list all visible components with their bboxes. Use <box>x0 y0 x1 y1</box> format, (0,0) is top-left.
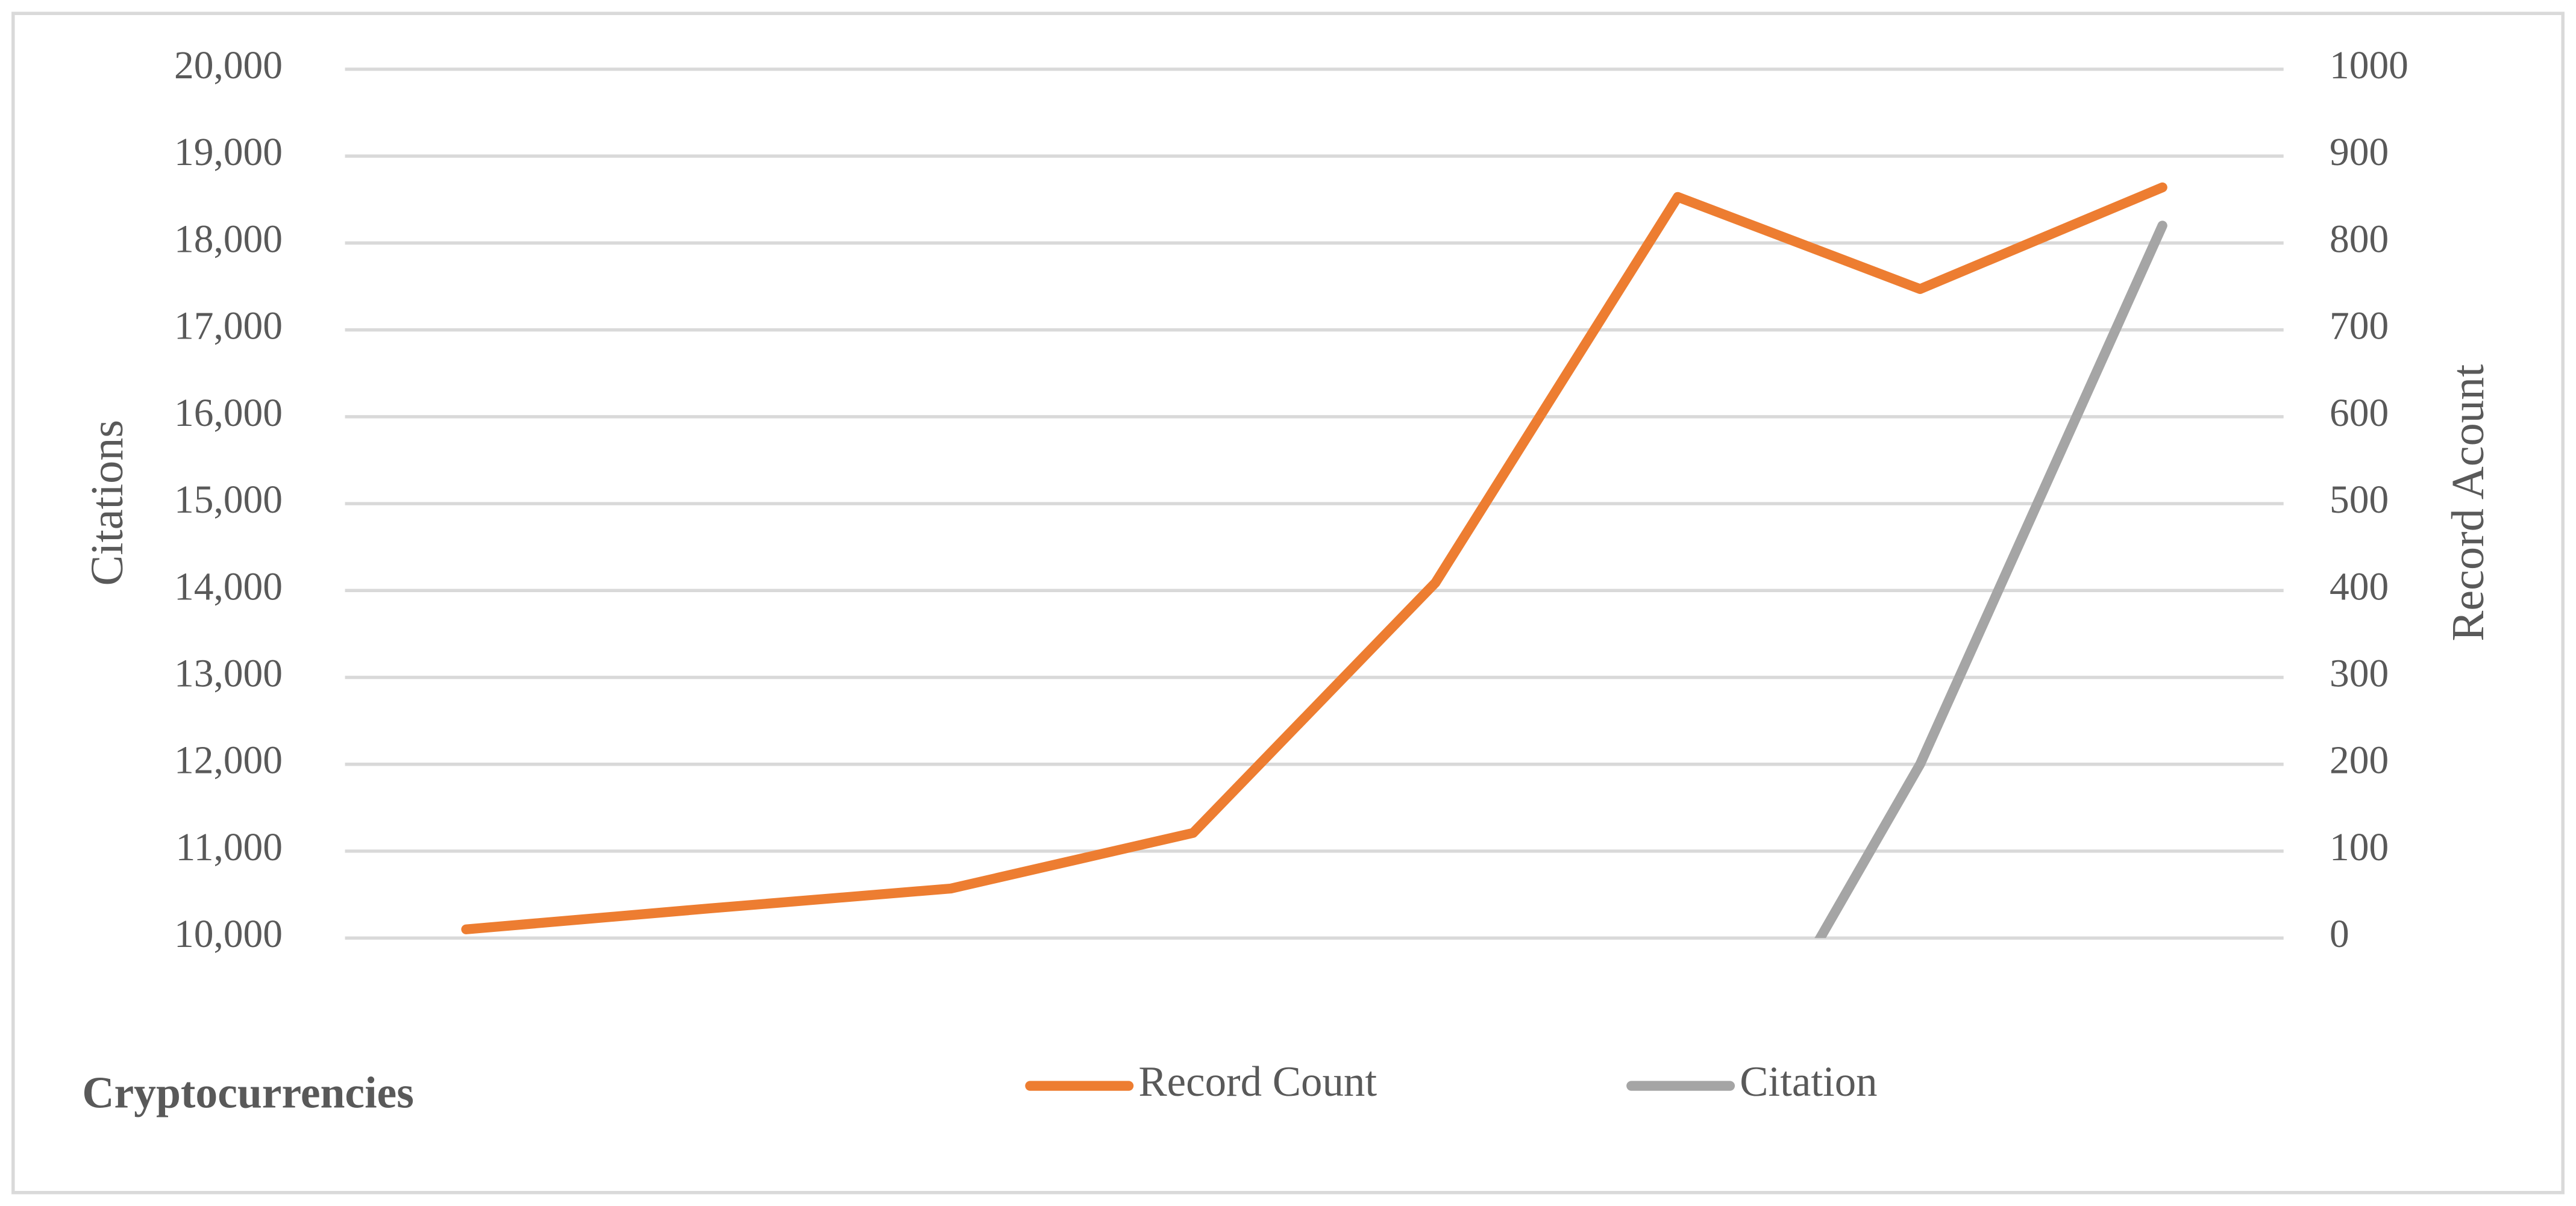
y2-axis-title: Record Acount <box>2442 364 2493 642</box>
y2-tick-label: 100 <box>2330 826 2389 869</box>
y-tick-label: 15,000 <box>174 478 283 522</box>
y-tick-label: 14,000 <box>174 565 283 608</box>
y-tick-label: 18,000 <box>174 217 283 261</box>
series-line <box>461 182 2167 934</box>
y2-tick-label: 300 <box>2330 652 2389 696</box>
y-tick-label: 20,000 <box>174 44 283 87</box>
chart-border <box>11 11 2565 1195</box>
y-axis-title: Citations <box>81 420 133 586</box>
y2-tick-label: 600 <box>2330 392 2389 435</box>
y-tick-label: 17,000 <box>174 305 283 348</box>
y2-tick-label: 900 <box>2330 131 2389 174</box>
plot-area <box>461 182 2167 939</box>
y2-tick-label: 400 <box>2330 565 2389 608</box>
y2-tick-label: 1000 <box>2330 44 2408 87</box>
y-tick-label: 16,000 <box>174 392 283 435</box>
y-tick-label: 12,000 <box>174 739 283 783</box>
series-line <box>1814 220 2167 939</box>
legend-label: Record Count <box>1138 1058 1377 1105</box>
y2-tick-label: 800 <box>2330 217 2389 261</box>
y2-tick-label: 700 <box>2330 305 2389 348</box>
y-tick-label: 10,000 <box>174 913 283 956</box>
legend-label: Citation <box>1740 1058 1877 1105</box>
y-tick-label: 13,000 <box>174 652 283 696</box>
y-tick-label: 19,000 <box>174 131 283 174</box>
y2-tick-label: 200 <box>2330 739 2389 783</box>
y2-tick-label: 0 <box>2330 913 2349 956</box>
chart-title: Cryptocurrencies <box>82 1068 414 1117</box>
y2-tick-label: 500 <box>2330 478 2389 522</box>
y-tick-label: 11,000 <box>175 826 282 869</box>
